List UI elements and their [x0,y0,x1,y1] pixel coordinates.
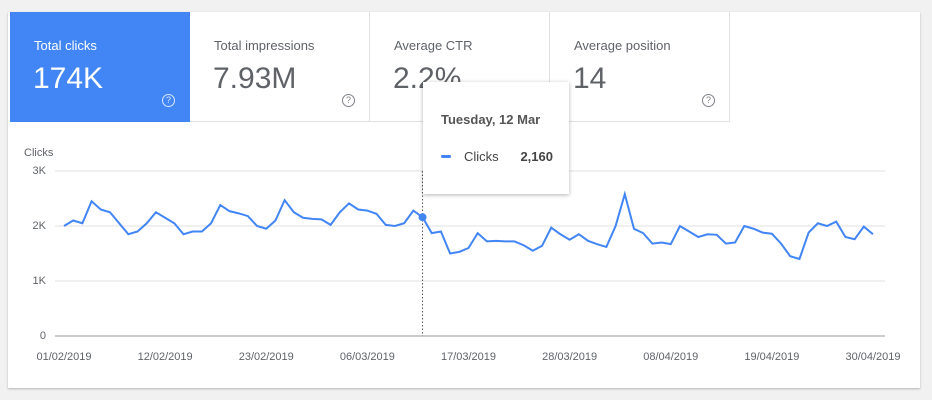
line [63,190,874,261]
x-tick-label: 30/04/2019 [845,351,900,363]
x-tick-label: 06/03/2019 [340,351,395,363]
tooltip: Tuesday, 12 Mar Clicks 2,160 [423,82,569,194]
metric-value: 14 [573,62,607,95]
help-icon[interactable]: ? [162,94,175,107]
x-tick-label: 23/02/2019 [239,351,294,363]
metric-label: Total impressions [214,38,315,53]
x-tick-label: 17/03/2019 [441,351,496,363]
metric-label: Average CTR [394,38,473,53]
metric-card[interactable]: Total impressions 7.93M? [190,12,370,122]
y-tick-label: 0 [40,330,46,342]
metric-value: 174K [33,62,104,95]
help-icon[interactable]: ? [342,94,355,107]
x-tick-label: 12/02/2019 [138,351,193,363]
x-tick-label: 01/02/2019 [36,351,91,363]
tooltip-title: Tuesday, 12 Mar [441,112,541,127]
x-tick-label: 19/04/2019 [744,351,799,363]
x-tick-label: 08/04/2019 [643,351,698,363]
y-tick-label: 3K [33,165,47,177]
chart: Clicks 0 1K 2K 3K 01/02/2019 12/02/2019 23/02/… [24,147,901,363]
metric-card[interactable]: Total clicks 174K? [10,12,190,122]
hover-point [418,213,427,222]
metric-card[interactable]: Average position 14? [550,12,730,122]
tooltip-series: Clicks [464,149,499,164]
metric-label: Total clicks [34,38,97,53]
tooltip-swatch [441,155,451,158]
metric-value: 7.93M [213,62,297,95]
performance-card: Clicks 0 1K 2K 3K 01/02/2019 12/02/2019 23/02/… [8,12,920,388]
tooltip-value: 2,160 [520,149,553,164]
help-icon[interactable]: ? [702,94,715,107]
y-axis-label: Clicks [24,147,54,159]
y-tick-label: 2K [33,220,47,232]
metric-label: Average position [574,38,671,53]
y-tick-label: 1K [33,275,47,287]
x-tick-label: 28/03/2019 [542,351,597,363]
